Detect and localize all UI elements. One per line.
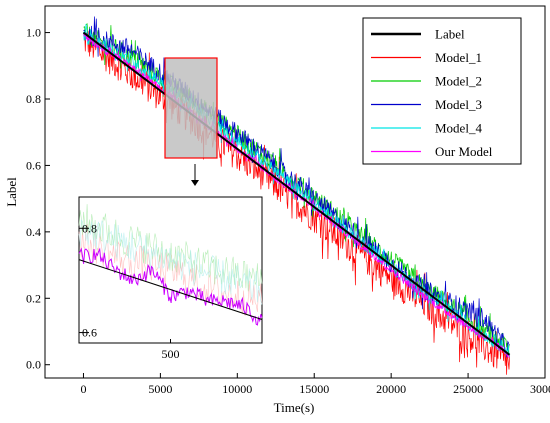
zoom-arrow-head [191,180,199,186]
legend-label-label: Label [435,27,465,42]
inset-y-tick-label: 0.8 [82,221,97,235]
plot-frame [44,5,546,379]
axes: 0 5000 10000 15000 20000 25000 30000 0.0 0.2 0.4 0… [26,26,550,396]
legend-label-model-1: Model_1 [435,50,482,65]
legend-box [362,17,522,165]
y-axis-label: Label [4,177,19,207]
y-tick-label: 0.4 [26,225,41,239]
inset-x-tick-label: 500 [162,347,180,361]
y-tick-label: 0.8 [26,92,41,106]
y-tick-label: 1.0 [26,26,41,40]
inset-y-tick-label: 0.6 [82,326,97,340]
y-tick-label: 0.2 [26,291,41,305]
y-tick-label: 0.6 [26,158,41,172]
inset-frame [78,196,263,344]
legend-label-model-3: Model_3 [435,97,482,112]
x-tick-label: 10000 [222,382,252,396]
y-tick-label: 0.0 [26,358,41,372]
legend-label-model-2: Model_2 [435,74,482,89]
x-tick-label: 5000 [148,382,172,396]
plot-area [82,16,511,375]
inset-series-model-4 [78,219,263,305]
x-axis-label: Time(s) [274,400,315,415]
legend-label-model-4: Model_4 [435,121,482,136]
legend: Label Model_1 Model_2 Model_3 Model_4 Our Mod… [362,17,522,165]
series-line-label [82,31,511,356]
inset-chart: 500 0.6 0.8 [78,196,263,361]
x-tick-label: 30000 [530,382,550,396]
x-tick-label: 25000 [453,382,483,396]
zoom-region-box [164,57,218,159]
x-tick-label: 20000 [376,382,406,396]
legend-label-our-model: Our Model [435,144,493,159]
inset-series-label [78,259,263,320]
x-tick-label: 0 [80,382,86,396]
x-tick-label: 15000 [299,382,329,396]
inset-series-our-model [78,247,263,326]
series-line-our-model [83,33,510,358]
